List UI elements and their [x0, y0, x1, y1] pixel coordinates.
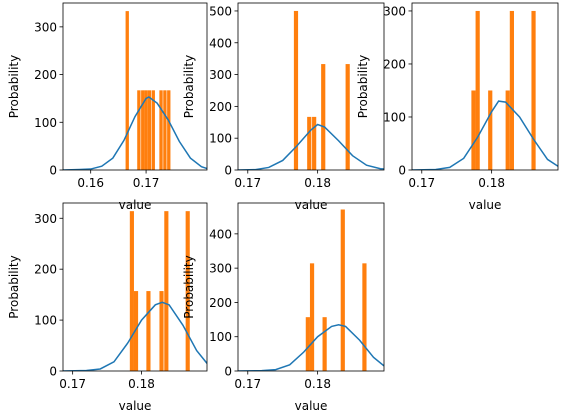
y-tick-label: 400 — [209, 36, 232, 50]
histogram-bar — [509, 10, 514, 171]
kde-line — [412, 100, 558, 170]
x-axis-label: value — [295, 399, 328, 413]
y-axis-label: Probability — [7, 55, 21, 118]
histogram-bar — [531, 10, 536, 171]
x-axis-label: value — [469, 198, 502, 212]
histogram-bar — [312, 116, 317, 170]
axes-frame — [237, 2, 385, 171]
x-tick-label: 0.17 — [234, 377, 261, 391]
histogram-bar — [159, 291, 164, 371]
y-tick-label: 200 — [209, 100, 232, 114]
y-axis-label: Probability — [182, 55, 196, 118]
y-tick-label: 300 — [34, 20, 57, 34]
histogram-bar — [307, 116, 312, 170]
histogram-bar — [322, 317, 327, 371]
y-tick-label: 200 — [34, 263, 57, 277]
histogram-bar — [305, 317, 310, 371]
histogram-bar — [488, 90, 493, 170]
subplot-4: 0.17 0.18 0 100 200 300 value Probability — [7, 202, 208, 413]
histogram-bar — [167, 90, 171, 170]
x-tick-label: 0.18 — [478, 176, 505, 190]
x-axis-label: value — [119, 399, 152, 413]
histogram-bar — [362, 263, 367, 371]
y-axis-label: Probability — [182, 255, 196, 318]
x-axis-label: value — [295, 198, 328, 212]
y-tick-label: 400 — [209, 227, 232, 241]
y-tick-label: 100 — [383, 110, 406, 124]
histogram-bar — [164, 211, 169, 371]
histogram-bar — [293, 10, 299, 171]
kde-line — [63, 96, 207, 170]
x-axis-label: value — [119, 198, 152, 212]
y-tick-label: 0 — [49, 164, 57, 178]
histogram-bar — [133, 291, 139, 371]
y-tick-label: 200 — [34, 68, 57, 82]
histogram-bar — [185, 211, 190, 371]
y-tick-label: 0 — [224, 164, 232, 178]
y-tick-label: 200 — [209, 296, 232, 310]
y-axis-label: Probability — [7, 255, 21, 318]
y-tick-label: 100 — [209, 132, 232, 146]
histogram-bar — [475, 10, 480, 171]
subplot-2: 0.17 0.18 0 100 200 300 400 500 value Probability — [182, 2, 385, 212]
kde-line — [63, 301, 207, 371]
histogram-bar — [345, 64, 350, 170]
histogram-bar — [163, 90, 167, 170]
x-tick-label: 0.17 — [133, 176, 160, 190]
subplot-3: 0.17 0.18 0 100 200 300 value Probability — [356, 2, 559, 212]
histogram-bar — [471, 90, 476, 170]
y-tick-label: 100 — [34, 116, 57, 130]
histogram-bar — [137, 90, 141, 170]
x-tick-label: 0.17 — [59, 377, 86, 391]
histogram-bar — [340, 209, 345, 371]
histogram-bar — [505, 90, 510, 170]
subplot-1: 0.16 0.17 0 100 200 300 value Probability — [7, 2, 208, 212]
kde-line — [238, 123, 384, 170]
histogram-bar — [151, 90, 155, 170]
y-tick-label: 0 — [398, 164, 406, 178]
subplot-5: 0.17 0.18 0 100 200 300 400 value Probability — [182, 202, 385, 413]
x-tick-label: 0.16 — [77, 176, 104, 190]
histogram-bar — [159, 90, 163, 170]
y-tick-label: 300 — [209, 68, 232, 82]
x-tick-label: 0.17 — [234, 176, 261, 190]
y-tick-label: 200 — [383, 57, 406, 71]
histogram-bar — [144, 90, 148, 170]
histogram-bar — [141, 90, 145, 170]
histogram-bar — [321, 64, 326, 170]
y-tick-label: 100 — [209, 330, 232, 344]
histogram-bar — [146, 291, 151, 371]
axes-frame — [62, 202, 208, 372]
axes-frame — [411, 2, 559, 171]
histogram-bar — [129, 211, 134, 371]
y-tick-label: 100 — [34, 314, 57, 328]
x-tick-label: 0.18 — [304, 377, 331, 391]
y-axis-label: Probability — [356, 55, 370, 118]
histogram-bar — [125, 11, 129, 170]
y-tick-label: 300 — [383, 4, 406, 18]
y-tick-label: 300 — [34, 212, 57, 226]
kde-line — [238, 323, 384, 371]
axes-frame — [62, 2, 208, 171]
x-tick-label: 0.18 — [304, 176, 331, 190]
y-tick-label: 0 — [224, 365, 232, 379]
axes-frame — [237, 202, 385, 372]
y-tick-label: 0 — [49, 365, 57, 379]
histogram-bar — [309, 263, 315, 371]
x-tick-label: 0.17 — [408, 176, 435, 190]
x-tick-label: 0.18 — [128, 377, 155, 391]
y-tick-label: 500 — [209, 4, 232, 18]
histogram-bar — [147, 90, 152, 170]
y-tick-label: 300 — [209, 262, 232, 276]
